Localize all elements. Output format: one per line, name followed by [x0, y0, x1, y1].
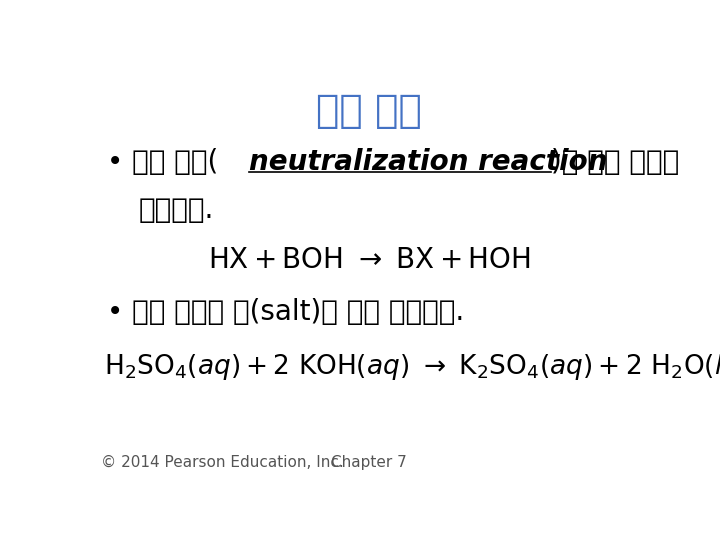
Text: $\mathrm{H_2SO_4}(\mathit{aq}) + 2\ \mathrm{KOH}(\mathit{aq})\ \rightarrow\ \mat: $\mathrm{H_2SO_4}(\mathit{aq}) + 2\ \mat… — [104, 352, 720, 382]
Text: • 중화 반응은 염(salt)과 물을 생성한다.: • 중화 반응은 염(salt)과 물을 생성한다. — [107, 298, 464, 326]
Text: © 2014 Pearson Education, Inc.: © 2014 Pearson Education, Inc. — [101, 455, 344, 470]
Text: Chapter 7: Chapter 7 — [331, 455, 407, 470]
Text: $\mathrm{HX + BOH\ \rightarrow\ BX + HOH}$: $\mathrm{HX + BOH\ \rightarrow\ BX + HOH… — [207, 246, 531, 274]
Text: • 중화 반응(: • 중화 반응( — [107, 148, 218, 176]
Text: neutralization reaction: neutralization reaction — [249, 148, 608, 176]
Text: 반응이다.: 반응이다. — [139, 196, 215, 224]
Text: 중화 반응: 중화 반응 — [316, 92, 422, 130]
Text: )은 산과 염기의: )은 산과 염기의 — [552, 148, 680, 176]
